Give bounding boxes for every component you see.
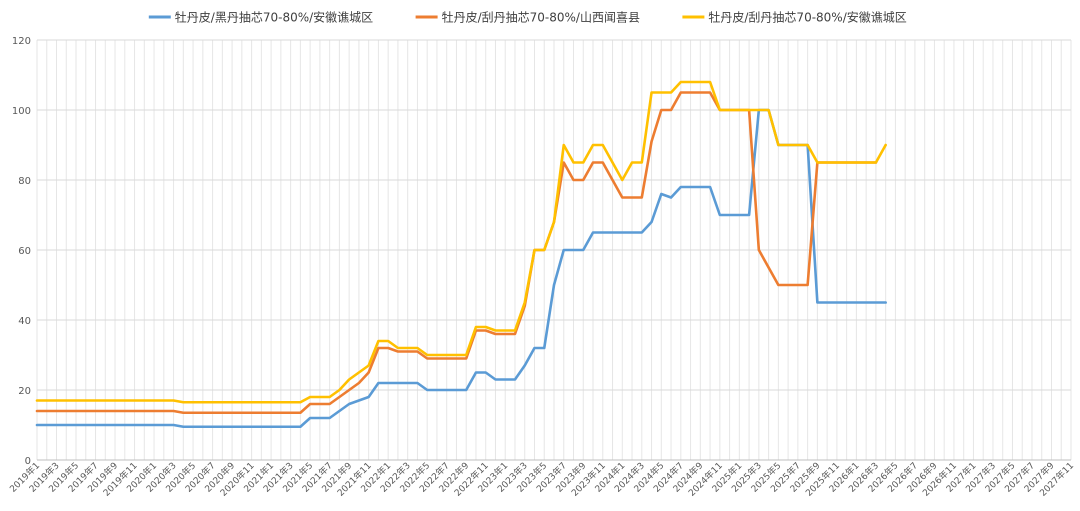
- y-tick-label: 60: [18, 246, 31, 257]
- y-tick-label: 40: [18, 316, 31, 327]
- series-line-1: [35, 108, 887, 429]
- series-line-3: [35, 80, 887, 404]
- y-tick-label: 20: [18, 386, 31, 397]
- y-tick-label: 120: [12, 36, 31, 47]
- legend-item-2: 牡丹皮/刮丹抽芯70-80%/山西闻喜县: [415, 10, 640, 25]
- legend-item-1: 牡丹皮/黑丹抽芯70-80%/安徽谯城区: [148, 10, 373, 25]
- legend-item-3: 牡丹皮/刮丹抽芯70-80%/安徽谯城区: [682, 10, 907, 25]
- y-tick-label: 80: [18, 176, 31, 187]
- legend-label: 牡丹皮/刮丹抽芯70-80%/安徽谯城区: [708, 10, 906, 25]
- y-tick-label: 100: [12, 106, 31, 117]
- legend: 牡丹皮/黑丹抽芯70-80%/安徽谯城区 牡丹皮/刮丹抽芯70-80%/山西闻喜县…: [148, 10, 907, 25]
- legend-label: 牡丹皮/黑丹抽芯70-80%/安徽谯城区: [175, 10, 373, 25]
- grid-layer: [36, 39, 1072, 461]
- series-layer: [35, 80, 887, 429]
- axis-layer: 0204060801001202019年12019年32019年52019年72…: [7, 36, 1076, 499]
- y-tick-label: 0: [25, 456, 31, 467]
- legend-label: 牡丹皮/刮丹抽芯70-80%/山西闻喜县: [442, 10, 640, 25]
